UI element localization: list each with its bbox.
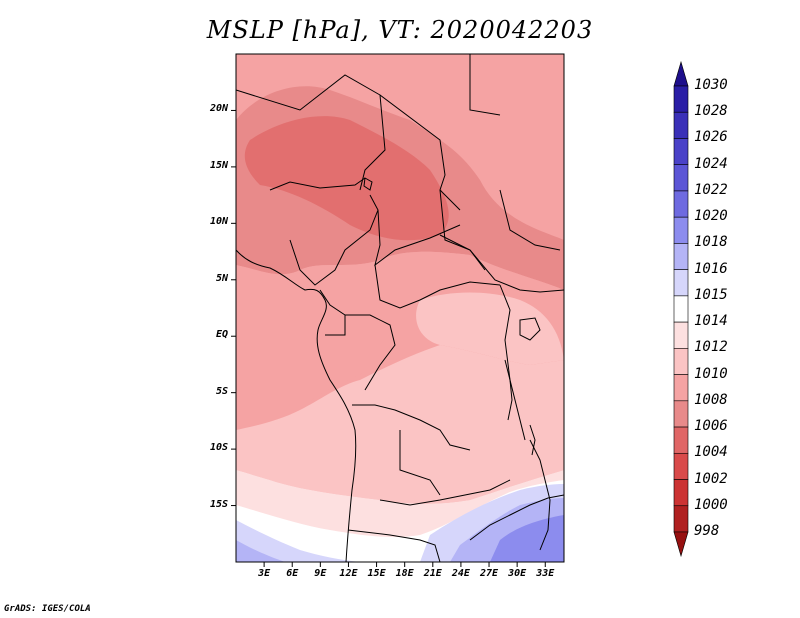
border-namibia-botswana [347,529,441,562]
border-sudan-southsudan [439,234,564,293]
colorbar-level-label: 1026 [694,129,728,146]
lake-chad [363,177,373,191]
colorbar-segment [673,374,689,402]
lake-tanganyika [504,359,513,421]
colorbar-segment [673,138,689,166]
colorbar-level-label: 1022 [694,181,728,198]
border-sudan-ethiopia [499,189,561,251]
colorbar-level-label: 1024 [694,155,728,172]
colorbar-level-label: 1015 [694,286,728,303]
lon-label: 33E [536,568,555,579]
colorbar-level-label: 1010 [694,365,728,382]
border-cameroon-south [319,289,346,316]
lake-malawi [529,424,536,456]
colorbar-segment [673,243,689,270]
lon-label: 12E [339,568,358,579]
colorbar-segment [673,164,689,192]
axis-ticks [231,109,546,567]
colorbar-level-label: 1008 [694,391,728,408]
colorbar-segment [673,295,689,323]
colorbar-level-label: 1000 [694,496,728,513]
colorbar-level-label: 1012 [694,339,728,356]
grads-credit: GrADS: IGES/COLA [4,604,91,614]
lat-label: 10S [209,442,228,454]
coastline-west [236,249,357,562]
colorbar-level-label: 1016 [694,260,728,277]
colorbar-segment [673,269,689,297]
lat-label: 10N [209,216,228,228]
border-angola-zambia [399,430,441,496]
lat-label: 5S [215,385,228,397]
band-1004-sahel [244,116,449,241]
lat-label: 15S [209,498,228,510]
colorbar-top-arrow [673,60,689,87]
colorbar-segment [673,85,689,113]
lat-label: 5N [215,272,228,284]
border-niger-nigeria [269,177,366,191]
border-congo-drc [345,314,396,391]
colorbar-segment [673,348,689,375]
border-nigeria-cameroon [289,194,379,286]
border-zambia-south [379,479,511,506]
band-1018-southeast [490,515,564,562]
colorbar-level-label: 1030 [694,77,728,93]
border-libya-egypt [469,54,501,116]
border-mozambique [529,439,551,551]
colorbar-level-label: 1018 [694,234,728,251]
colorbar-level-label: 1014 [694,313,728,330]
lon-label: 24E [451,568,470,579]
colorbar-level-label: 1002 [694,470,728,487]
colorbar-segment [673,321,689,349]
band-1010-south [236,345,564,504]
lake-victoria [519,317,541,341]
colorbar-segment [673,400,689,428]
lon-label: 30E [508,568,527,579]
border-chad-sudan [439,189,486,271]
band-1016-southwest [236,540,285,562]
lon-label: 6E [286,568,299,579]
border-niger-chad [379,94,461,211]
lon-label: 9E [314,568,327,579]
lon-label: 27E [479,568,499,579]
colorbar-level-label: 1006 [694,418,728,435]
country-borders [236,54,564,562]
colorbar-level-label: 1004 [694,444,728,461]
border-gabon-congo [325,315,346,336]
colorbar-level-label: 1020 [694,208,728,225]
band-1015-southwest [236,520,360,562]
lon-label: 18E [395,568,414,579]
band-1010-east [416,292,564,365]
colorbar-bottom-arrow [673,531,689,558]
map-frame [235,53,565,563]
colorbar-segment [673,505,689,533]
colorbar-segment [673,452,689,480]
colorbar-level-label: 998 [694,523,720,539]
lat-label: 20N [209,103,228,115]
colorbar-segment [673,426,689,454]
lat-label: 15N [209,159,228,171]
border-chad-car [374,209,461,267]
border-drc-east [499,284,526,441]
colorbar-level-label: 1028 [694,103,728,120]
lon-label: 3E [258,568,271,579]
colorbar-segment [673,111,689,139]
map-title: MSLP [hPa], VT: 2020042203 [206,16,594,44]
border-car-drc [374,264,501,309]
colorbar [673,60,689,558]
lon-label: 21E [423,568,442,579]
lon-label: 15E [367,568,386,579]
border-southeast [469,494,564,541]
colorbar-segment [673,479,689,507]
lat-label: EQ [215,329,228,341]
colorbar-segment [673,190,689,218]
colorbar-segment [673,216,689,244]
border-drc-angola [352,404,471,451]
